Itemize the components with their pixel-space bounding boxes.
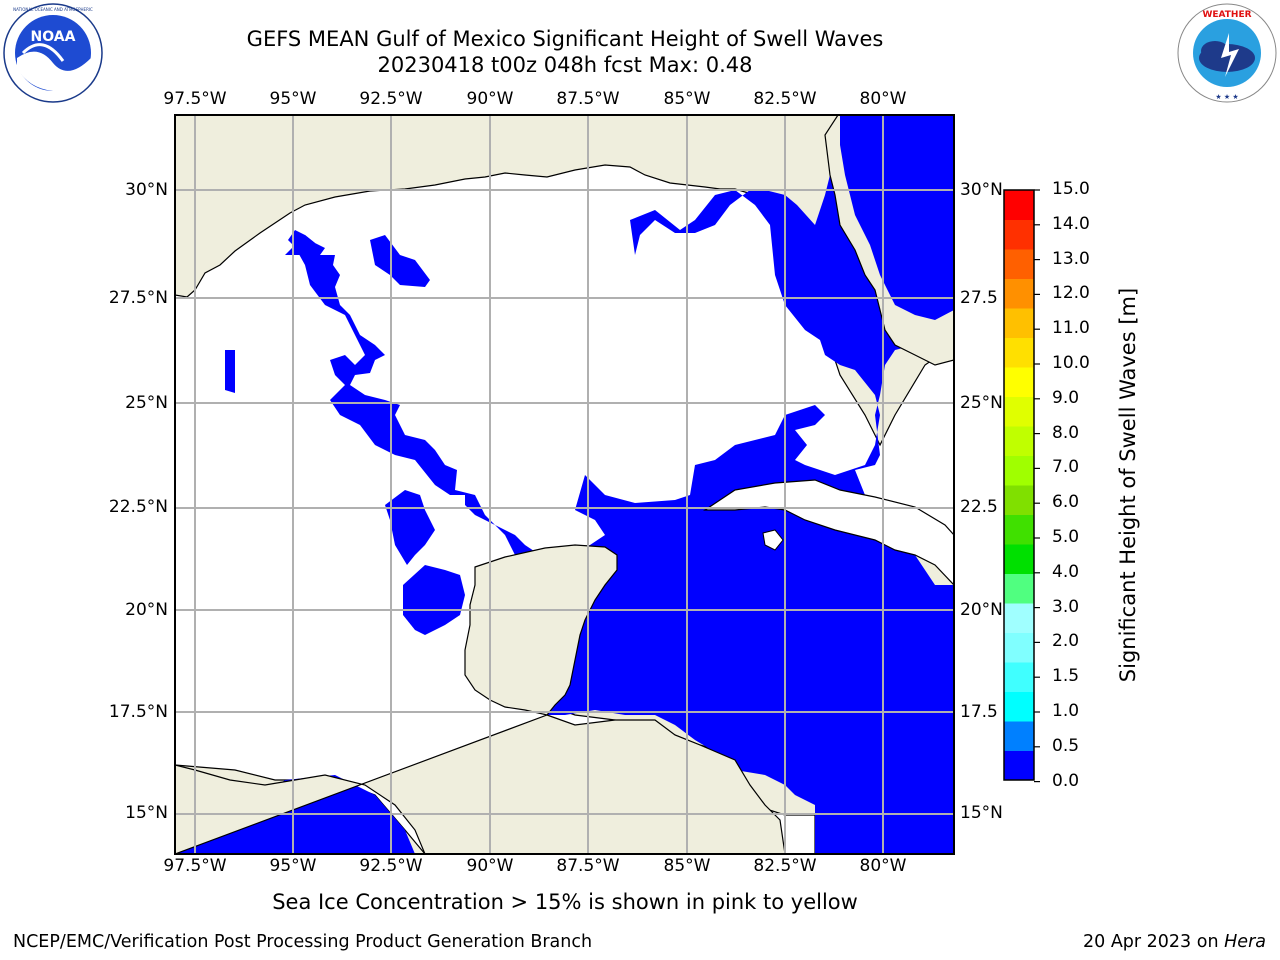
lat-label-right-22-5: 22.5 <box>960 497 998 517</box>
colorbar-segment <box>1004 278 1034 309</box>
date-text: 20 Apr 2023 on <box>1082 932 1219 952</box>
lon-label-bottom-80w: 80°W <box>859 856 907 876</box>
gulf-of-mexico-map <box>174 114 955 855</box>
colorbar-segment <box>1004 396 1034 427</box>
colorbar-tick-label: 0.0 <box>1052 770 1080 791</box>
lon-label-top-97-5w: 97.5°W <box>163 89 227 109</box>
colorbar-tick-label: 2.0 <box>1052 631 1080 652</box>
swell-region-north-patch <box>370 235 430 287</box>
colorbar-tick-label: 12.0 <box>1052 283 1090 304</box>
machine-name: Hera <box>1224 932 1266 952</box>
lon-label-bottom-87-5w: 87.5°W <box>556 856 620 876</box>
colorbar-tick-label: 8.0 <box>1052 422 1080 443</box>
svg-text:★ ★ ★: ★ ★ ★ <box>1215 93 1238 101</box>
colorbar-tick-label: 10.0 <box>1052 353 1090 373</box>
colorbar-tick-label: 13.0 <box>1052 248 1090 269</box>
colorbar-segment <box>1004 721 1034 751</box>
lat-label-left-30n: 30°N <box>125 180 168 200</box>
lat-label-right-25n: 25°N <box>960 393 1003 413</box>
lat-label-left-20n: 20°N <box>125 600 168 620</box>
lon-label-bottom-92-5w: 92.5°W <box>359 856 423 876</box>
colorbar-tick-label: 1.0 <box>1052 701 1080 721</box>
colorbar-tick-label: 5.0 <box>1052 527 1080 547</box>
colorbar-segment <box>1004 426 1034 456</box>
lon-label-bottom-97-5w: 97.5°W <box>163 856 227 876</box>
colorbar-segment <box>1004 219 1034 250</box>
colorbar-tick-label: 15.0 <box>1052 179 1090 199</box>
colorbar-segment <box>1004 603 1034 633</box>
lon-label-bottom-95w: 95°W <box>269 856 317 876</box>
cuba-island <box>703 479 954 586</box>
lon-label-top-95w: 95°W <box>269 89 317 109</box>
swell-region-west-patch <box>225 350 235 393</box>
colorbar-segment <box>1004 190 1034 220</box>
colorbar-tick-label: 4.0 <box>1052 561 1080 582</box>
svg-text:NATIONAL OCEANIC AND ATMOSPHER: NATIONAL OCEANIC AND ATMOSPHERIC <box>13 7 93 12</box>
noaa-logo: NOAA NATIONAL OCEANIC AND ATMOSPHERIC <box>3 3 103 103</box>
colorbar-segment <box>1004 249 1034 279</box>
map-frame <box>174 114 955 855</box>
swell-region-main <box>288 115 954 854</box>
map-subtitle: 20230418 t00z 048h fcst Max: 0.48 <box>377 53 753 77</box>
colorbar-title: Significant Height of Swell Waves [m] <box>1116 287 1140 683</box>
lon-label-top-85w: 85°W <box>663 89 711 109</box>
lon-label-top-87-5w: 87.5°W <box>556 89 620 109</box>
colorbar-segment <box>1004 662 1034 692</box>
colorbar-tick-label: 7.0 <box>1052 457 1080 478</box>
colorbar-segment <box>1004 691 1034 722</box>
colorbar-tick-label: 1.5 <box>1052 666 1080 687</box>
colorbar-segment <box>1004 308 1034 338</box>
lat-label-right-15n: 15°N <box>960 803 1003 823</box>
central-america-land <box>175 714 786 854</box>
isle-of-youth <box>762 529 784 551</box>
map-graticule <box>175 115 954 854</box>
colorbar-tick-label: 11.0 <box>1052 318 1090 339</box>
nws-logo: WEATHER ★ ★ ★ <box>1177 3 1277 103</box>
svg-text:NOAA: NOAA <box>31 29 76 45</box>
colorbar-tick-label: 6.0 <box>1052 492 1080 513</box>
lat-label-right-20n: 20°N <box>960 600 1003 620</box>
colorbar-segment <box>1004 514 1034 545</box>
colorbar-segment <box>1004 337 1034 368</box>
lon-label-bottom-85w: 85°W <box>663 856 711 876</box>
colorbar <box>1003 189 1040 783</box>
lat-label-right-30n: 30°N <box>960 180 1003 200</box>
lat-label-right-17-5: 17.5 <box>960 702 998 722</box>
lon-label-top-80w: 80°W <box>859 89 907 109</box>
lon-label-bottom-90w: 90°W <box>466 856 514 876</box>
lat-label-right-27-5: 27.5 <box>960 288 998 308</box>
colorbar-tick-label: 14.0 <box>1052 213 1090 234</box>
colorbar-segment <box>1004 485 1034 515</box>
credit-branch: NCEP/EMC/Verification Post Processing Pr… <box>13 932 593 952</box>
svg-text:WEATHER: WEATHER <box>1202 10 1251 20</box>
lat-label-left-17-5n: 17.5°N <box>108 702 168 722</box>
colorbar-segment <box>1004 367 1034 397</box>
map-title: GEFS MEAN Gulf of Mexico Significant Hei… <box>246 27 884 51</box>
lat-label-left-22-5n: 22.5°N <box>108 497 168 517</box>
colorbar-segment <box>1004 544 1034 574</box>
lat-label-left-25n: 25°N <box>125 393 168 413</box>
swell-region-yucatan-channel <box>403 565 465 635</box>
lat-label-left-27-5n: 27.5°N <box>108 288 168 308</box>
colorbar-segment <box>1004 632 1034 663</box>
lon-label-top-90w: 90°W <box>466 89 514 109</box>
lon-label-top-82-5w: 82.5°W <box>753 89 817 109</box>
colorbar-segment <box>1004 455 1034 486</box>
colorbar-tick-label: 0.5 <box>1052 735 1080 756</box>
colorbar-tick-label: 3.0 <box>1052 596 1080 617</box>
lon-label-bottom-82-5w: 82.5°W <box>753 856 817 876</box>
lon-label-top-92-5w: 92.5°W <box>359 89 423 109</box>
colorbar-tick-label: 9.0 <box>1052 387 1080 408</box>
yucatan-peninsula <box>464 544 618 716</box>
credit-date: 20 Apr 2023 on Hera <box>1083 932 1266 952</box>
lat-label-left-15n: 15°N <box>125 803 168 823</box>
colorbar-segment <box>1004 573 1034 604</box>
colorbar-segment <box>1004 750 1034 781</box>
colorbar-frame <box>1003 189 1035 781</box>
sea-ice-note: Sea Ice Concentration > 15% is shown in … <box>272 890 858 914</box>
